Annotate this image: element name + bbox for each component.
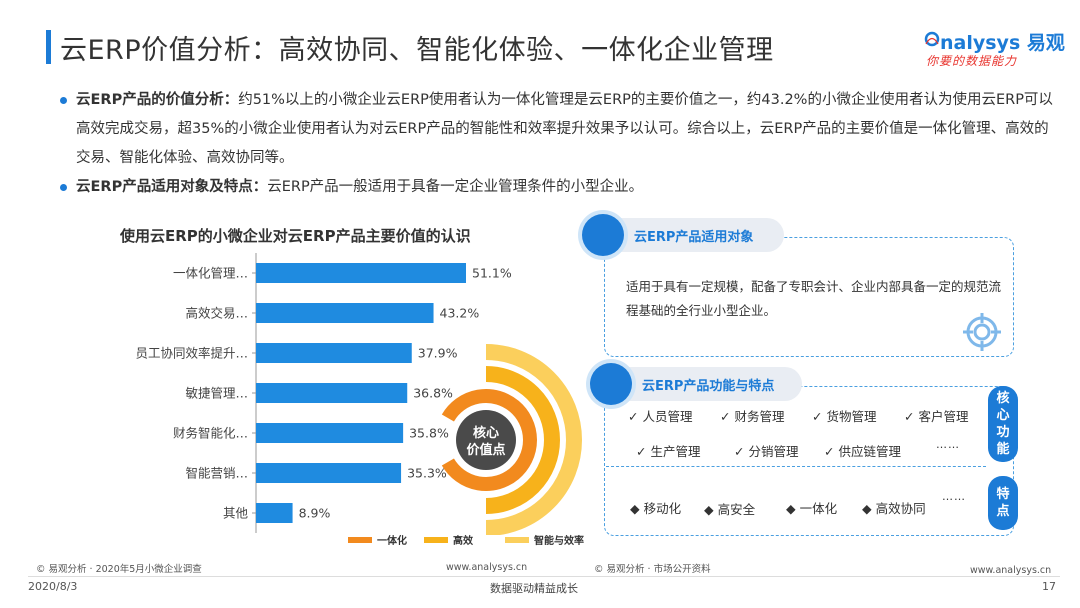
legend-item-smart: 智能与效率 <box>505 532 584 547</box>
value-label: 51.1% <box>472 266 512 281</box>
feature-item: ◆ 高效协同 <box>862 501 926 516</box>
bullet-label: 云ERP产品适用对象及特点： <box>76 179 268 195</box>
features-divider <box>606 466 986 467</box>
feature-item: ◆ 一体化 <box>786 501 838 516</box>
bar <box>256 343 412 363</box>
value-label: 37.9% <box>418 346 458 361</box>
category-label: 员工协同效率提升… <box>135 346 248 361</box>
logo-a-icon <box>924 31 940 47</box>
target-circle-icon <box>582 214 624 256</box>
legend-swatch <box>348 536 372 543</box>
summary-bullets: 云ERP产品的价值分析：约51%以上的小微企业云ERP使用者认为一体化管理是云E… <box>60 86 1060 202</box>
legend-swatch <box>505 536 529 543</box>
core-function-item: ✓ 货物管理 <box>812 409 877 424</box>
core-more-ellipsis: …… <box>936 438 960 451</box>
core-function-item: ✓ 人员管理 <box>628 409 693 424</box>
core-function-item: ✓ 生产管理 <box>636 444 701 459</box>
feature-more-ellipsis: …… <box>942 490 966 503</box>
category-label: 敏捷管理… <box>185 386 248 401</box>
legend-label: 高效 <box>453 536 473 547</box>
category-label: 一体化管理… <box>173 266 248 281</box>
feature-item: ◆ 高安全 <box>704 502 756 517</box>
ring-integrated <box>441 389 537 491</box>
value-label: 35.3% <box>407 466 447 481</box>
core-function-badge: 核心功能 <box>988 386 1018 462</box>
page-title: 云ERP价值分析：高效协同、智能化体验、一体化企业管理 <box>60 35 774 66</box>
crosshair-icon <box>963 313 1001 351</box>
bar <box>256 423 404 443</box>
category-label: 智能营销… <box>185 466 248 481</box>
core-function-item: ✓ 供应链管理 <box>824 444 901 459</box>
features-panel-title-text: 云ERP产品功能与特点 <box>642 378 775 394</box>
title-accent-bar <box>46 30 51 64</box>
footer-slogan: 数据驱动精益成长 <box>490 582 578 595</box>
bar <box>256 263 466 283</box>
core-function-item: ✓ 客户管理 <box>904 409 969 424</box>
bullet-value-analysis: 云ERP产品的价值分析：约51%以上的小微企业云ERP使用者认为一体化管理是云E… <box>60 86 1060 173</box>
bar <box>256 303 434 323</box>
analysys-logo: nalysys 易观 你要的数据能力 <box>924 28 1065 72</box>
logo-slogan: 你要的数据能力 <box>926 54 1018 68</box>
bullet-dot-icon <box>60 184 67 191</box>
features-circle-icon <box>590 363 632 405</box>
value-label: 8.9% <box>299 506 331 521</box>
core-function-item: ✓ 分销管理 <box>734 444 799 459</box>
legend-label: 一体化 <box>377 536 407 547</box>
core-function-item: ✓ 财务管理 <box>720 409 785 424</box>
source-note-right: © 易观分析 · 市场公开资料 <box>594 564 711 575</box>
ring-efficient <box>485 366 560 514</box>
website-left: www.analysys.cn <box>446 562 528 573</box>
bar <box>256 503 293 523</box>
bullet-dot-icon <box>60 97 67 104</box>
category-label: 财务智能化… <box>173 426 248 441</box>
legend-swatch <box>424 536 448 543</box>
value-label: 35.8% <box>409 426 449 441</box>
bullet-text: 云ERP产品一般适用于具备一定企业管理条件的小型企业。 <box>267 179 644 195</box>
value-label: 36.8% <box>413 386 453 401</box>
ring-smart-efficiency <box>485 344 582 535</box>
category-label: 其他 <box>223 506 249 521</box>
features-panel <box>604 386 1014 536</box>
bullet-text: 约51%以上的小微企业云ERP使用者认为一体化管理是云ERP的主要价值之一，约4… <box>76 92 1053 166</box>
legend-item-efficient: 高效 <box>424 532 473 547</box>
bar <box>256 383 408 403</box>
value-label: 43.2% <box>440 306 480 321</box>
category-label: 高效交易… <box>185 306 248 321</box>
target-panel-title-text: 云ERP产品适用对象 <box>634 229 754 245</box>
source-note-left: © 易观分析 · 2020年5月小微企业调查 <box>36 564 202 575</box>
logo-cn-text: 易观 <box>1026 32 1065 54</box>
bar-chart: 一体化管理… 51.1% 高效交易… 43.2% 员工协同效率提升… 37.9% 敏捷管理…… <box>135 253 582 535</box>
feature-badge: 特点 <box>988 476 1018 530</box>
footer-divider <box>28 576 1060 577</box>
legend-item-integrated: 一体化 <box>348 532 407 547</box>
footer-date: 2020/8/3 <box>28 580 78 593</box>
website-right: www.analysys.cn <box>970 565 1052 576</box>
page-number: 17 <box>1042 580 1056 593</box>
feature-item: ◆ 移动化 <box>630 501 682 516</box>
logo-text: nalysys <box>940 32 1021 54</box>
core-value-circle <box>456 410 516 470</box>
bullet-label: 云ERP产品的价值分析： <box>76 92 239 108</box>
core-value-text-2: 价值点 <box>466 442 505 458</box>
bar <box>256 463 402 483</box>
legend-label: 智能与效率 <box>534 536 584 547</box>
bullet-target-users: 云ERP产品适用对象及特点：云ERP产品一般适用于具备一定企业管理条件的小型企业… <box>60 173 1060 202</box>
chart-title: 使用云ERP的小微企业对云ERP产品主要价值的认识 <box>120 227 471 245</box>
target-description: 适用于具有一定规模，配备了专职会计、企业内部具备一定的规范流程基础的全行业小型企… <box>626 279 1002 318</box>
target-panel <box>604 237 1014 357</box>
core-value-text-1: 核心 <box>473 425 499 441</box>
